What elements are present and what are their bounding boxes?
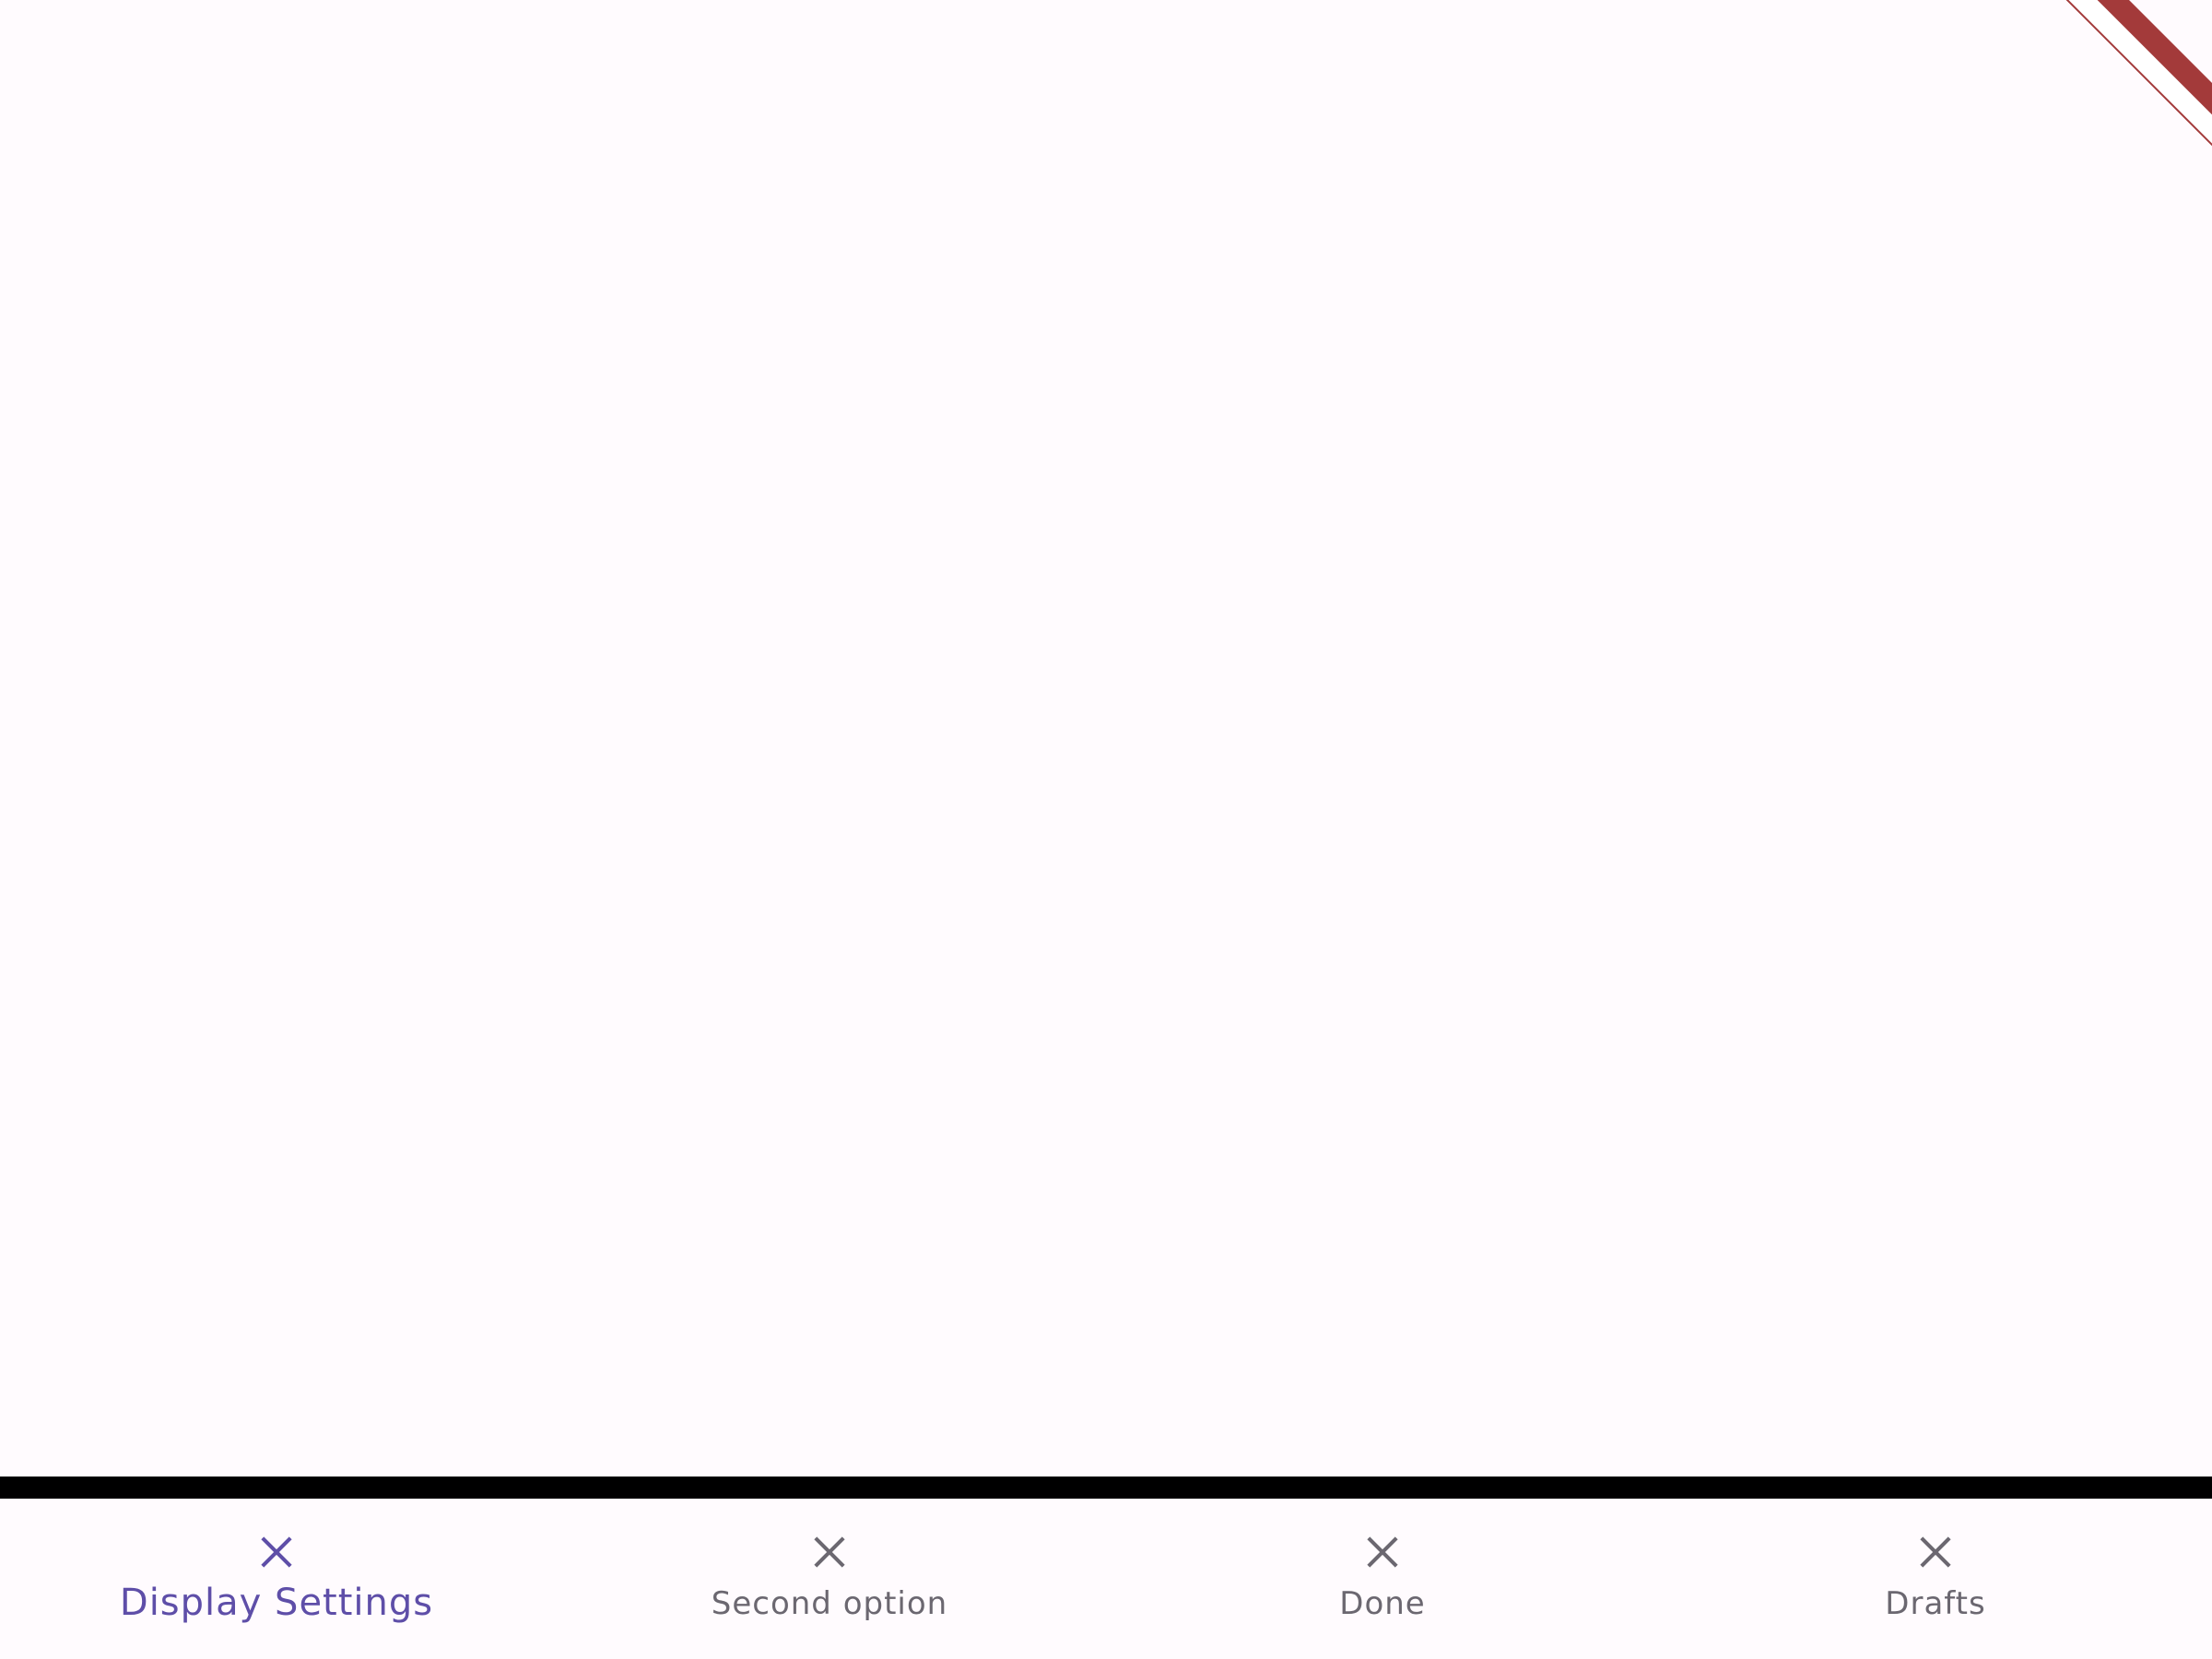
close-icon [261, 1536, 292, 1568]
close-icon [814, 1536, 845, 1568]
nav-item-drafts[interactable]: Drafts [1659, 1499, 2212, 1659]
debug-banner-ribbon [2065, 0, 2212, 147]
nav-item-done[interactable]: Done [1106, 1499, 1659, 1659]
nav-item-label: Done [1339, 1585, 1426, 1622]
debug-banner [2028, 0, 2212, 184]
nav-item-second-option[interactable]: Second option [553, 1499, 1106, 1659]
nav-item-display-settings[interactable]: Display Settings [0, 1499, 553, 1659]
nav-item-label: Display Settings [119, 1582, 434, 1624]
bottom-navigation-bar: Display Settings Second option Done Draf… [0, 1499, 2212, 1659]
nav-divider [0, 1477, 2212, 1499]
close-icon [1367, 1536, 1398, 1568]
main-content-area [0, 0, 2212, 1477]
nav-item-label: Second option [711, 1585, 948, 1622]
close-icon [1920, 1536, 1951, 1568]
nav-item-label: Drafts [1885, 1585, 1986, 1622]
